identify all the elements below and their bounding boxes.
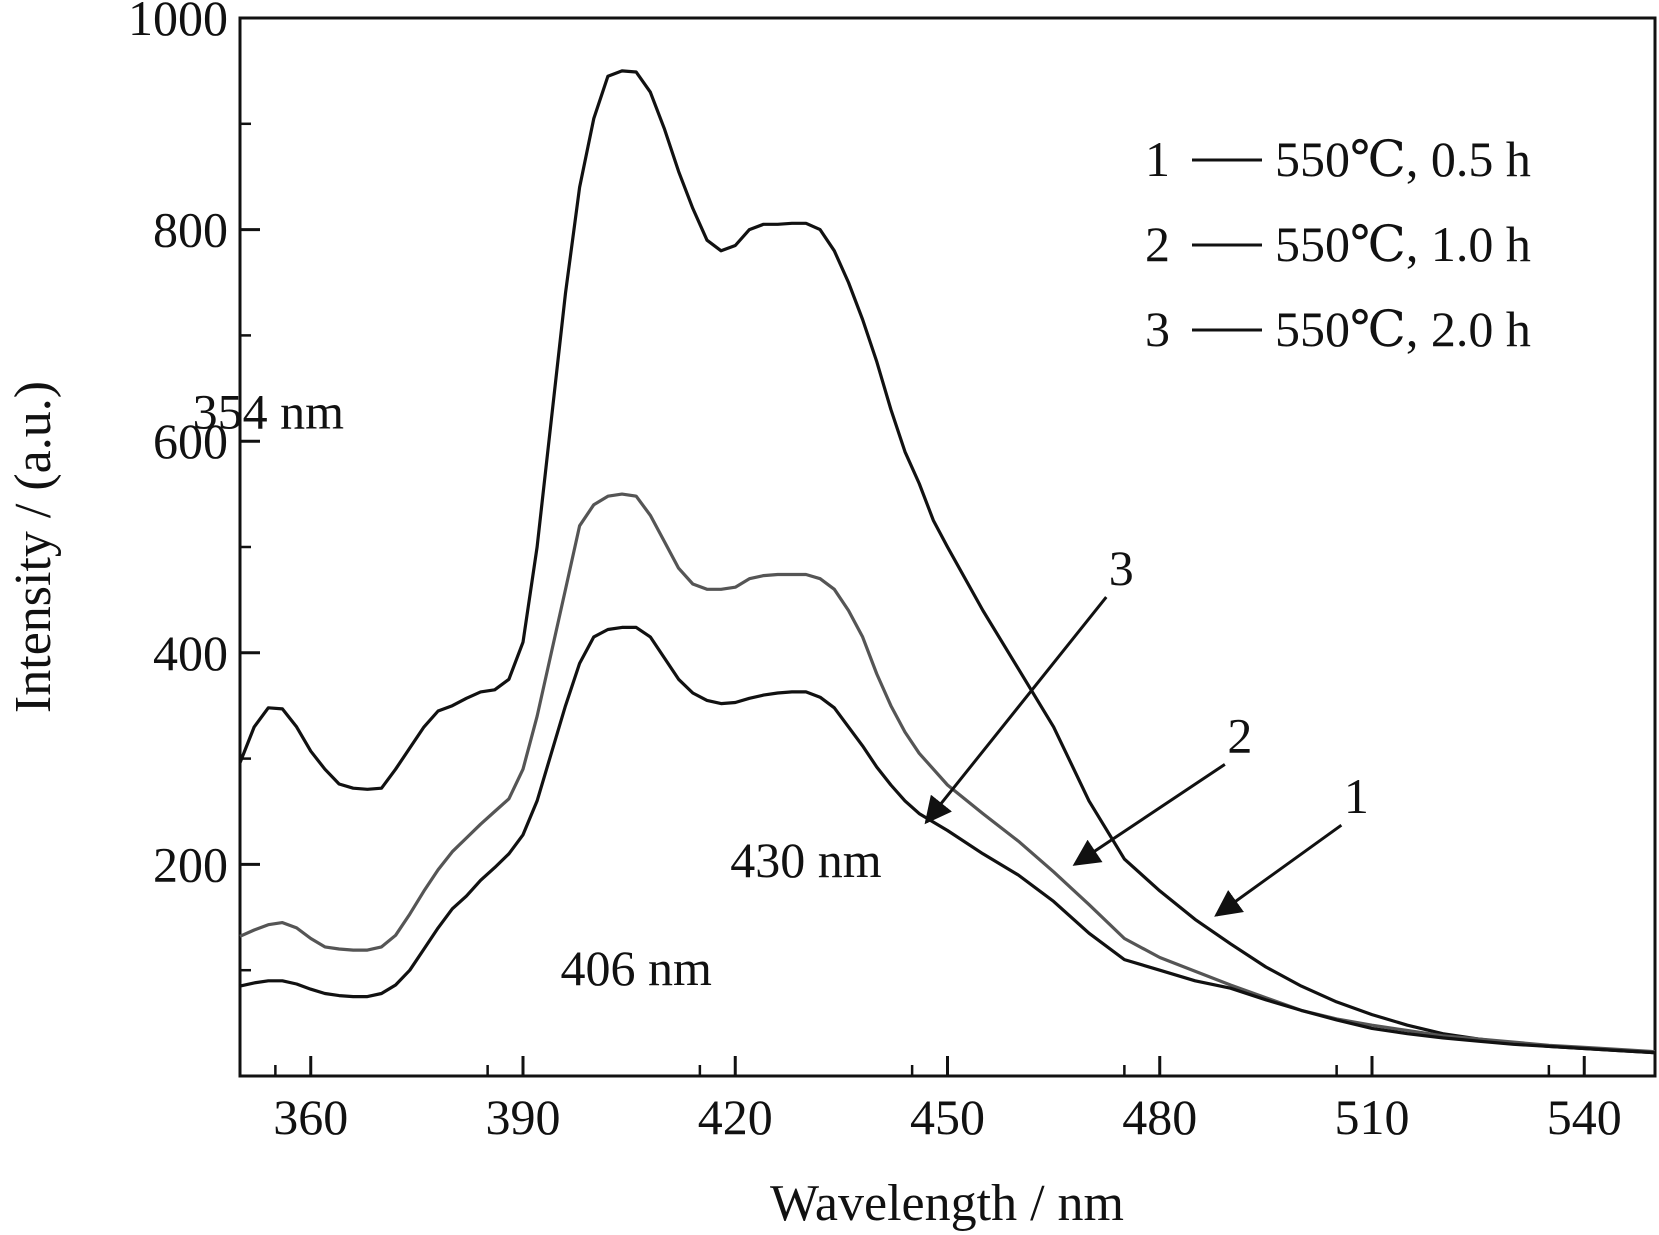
series-arrows: 1 2 3 xyxy=(924,540,1369,917)
arrow-2 xyxy=(1072,763,1226,866)
peak-label-354: 354 nm xyxy=(193,384,345,440)
y-tick-label-1000: 1000 xyxy=(128,0,228,46)
legend-entry-1-label: 550℃, 0.5 h xyxy=(1275,131,1531,187)
series-2-line xyxy=(239,492,1656,1054)
legend-entry-2-num: 2 xyxy=(1145,216,1170,272)
legend-entry-1: 1 550℃, 0.5 h xyxy=(1145,131,1531,187)
series-1-line xyxy=(238,69,1656,1055)
y-tick-label-800: 800 xyxy=(153,202,228,258)
y-tick-label-600: 600 xyxy=(153,413,228,469)
arrow-3 xyxy=(924,596,1108,825)
arrow-label-2: 2 xyxy=(1227,707,1252,763)
x-tick-label-420: 420 xyxy=(698,1089,773,1145)
x-axis-title: Wavelength / nm xyxy=(770,1175,1124,1232)
peak-labels: 354 nm 406 nm 430 nm xyxy=(193,384,882,997)
x-tick-label-390: 390 xyxy=(486,1089,561,1145)
legend-entry-3-num: 3 xyxy=(1145,301,1170,357)
y-axis-ticks: 200 400 600 800 1000 xyxy=(128,0,260,972)
y-tick-label-200: 200 xyxy=(153,836,228,892)
legend-entry-1-num: 1 xyxy=(1145,131,1170,187)
peak-label-406: 406 nm xyxy=(560,940,712,996)
x-tick-label-480: 480 xyxy=(1122,1089,1197,1145)
legend: 1 550℃, 0.5 h 2 550℃, 1.0 h 3 550℃, 2.0 … xyxy=(1145,131,1531,357)
legend-entry-3: 3 550℃, 2.0 h xyxy=(1145,301,1531,357)
x-tick-label-450: 450 xyxy=(910,1089,985,1145)
x-tick-label-510: 510 xyxy=(1335,1089,1410,1145)
arrow-label-1: 1 xyxy=(1344,768,1369,824)
series-lines xyxy=(238,69,1656,1055)
x-tick-label-540: 540 xyxy=(1547,1089,1622,1145)
x-axis-ticks: 360 390 420 450 480 510 540 xyxy=(273,1056,1622,1145)
peak-label-430: 430 nm xyxy=(730,832,882,888)
x-tick-label-360: 360 xyxy=(273,1089,348,1145)
arrow-1 xyxy=(1214,823,1343,917)
y-tick-label-400: 400 xyxy=(153,625,228,681)
series-3-line xyxy=(239,625,1656,1055)
legend-entry-2-label: 550℃, 1.0 h xyxy=(1275,216,1531,272)
y-axis-title: Intensity / (a.u.) xyxy=(5,381,62,713)
arrow-label-3: 3 xyxy=(1109,540,1134,596)
legend-entry-3-label: 550℃, 2.0 h xyxy=(1275,301,1531,357)
legend-entry-2: 2 550℃, 1.0 h xyxy=(1145,216,1531,272)
